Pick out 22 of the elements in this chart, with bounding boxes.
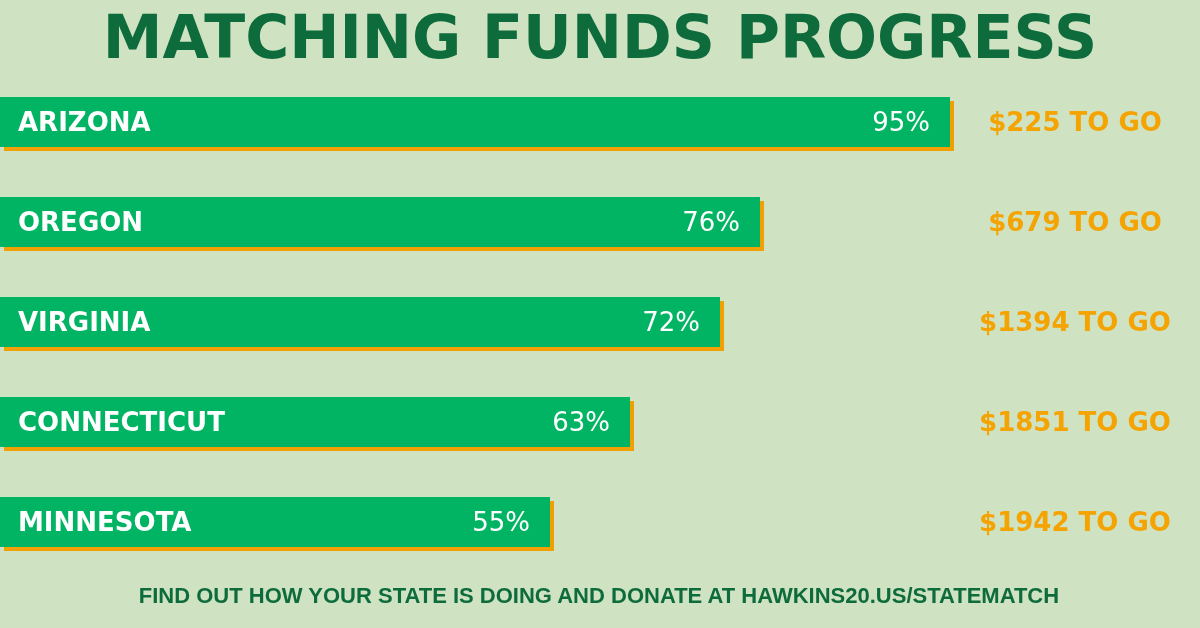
- bar: [0, 197, 760, 247]
- y-tick-label: VIRGINIA: [18, 307, 151, 337]
- bar: [0, 497, 550, 547]
- y-tick-label: CONNECTICUT: [18, 407, 226, 437]
- data-label: 76%: [682, 207, 740, 237]
- text: FIND OUT HOW YOUR STATE IS DOING AND DONATE AT HAWKINS20.US/STATEMATCH: [138, 582, 1060, 608]
- bar: [0, 297, 720, 347]
- text: $225 TO GO: [988, 107, 1162, 137]
- bar: [0, 397, 630, 447]
- chart-title: MATCHING FUNDS PROGRESS: [102, 2, 1098, 72]
- data-label: 72%: [642, 307, 700, 337]
- y-tick-label: OREGON: [18, 207, 144, 237]
- text: $1394 TO GO: [979, 307, 1171, 337]
- y-tick-label: ARIZONA: [18, 107, 151, 137]
- text: $1942 TO GO: [979, 507, 1171, 537]
- text: $1851 TO GO: [979, 407, 1171, 437]
- bar: [0, 97, 950, 147]
- data-label: 63%: [552, 407, 610, 437]
- text: $679 TO GO: [988, 207, 1162, 237]
- data-label: 95%: [872, 107, 930, 137]
- data-label: 55%: [472, 507, 530, 537]
- y-tick-label: MINNESOTA: [18, 507, 192, 537]
